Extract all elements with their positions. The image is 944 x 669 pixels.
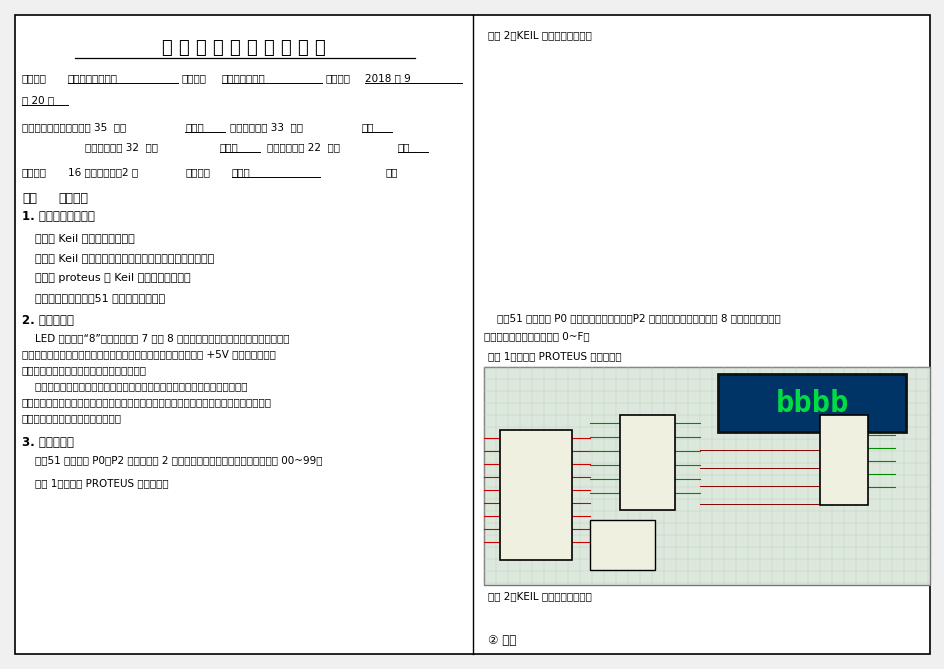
Text: 小组成员：成员一：学号 35  姓名: 小组成员：成员一：学号 35 姓名 [22, 122, 129, 132]
Text: 成员四：学号 22  姓名: 成员四：学号 22 姓名 [267, 142, 343, 152]
Text: 安 徽 新 华 学 院 实 验 报 告: 安 徽 新 华 学 院 实 验 报 告 [162, 39, 326, 57]
Text: 3. 实验内容：: 3. 实验内容： [22, 436, 74, 448]
Text: 吴立: 吴立 [397, 142, 410, 152]
Bar [499, 430, 571, 560]
Text: 光二极管板点亮，相应的段板显示。: 光二极管板点亮，相应的段板显示。 [22, 413, 122, 423]
Bar [589, 520, 654, 570]
Text: 截图 1：绘制的 PROTEUS 俼真电路图: 截图 1：绘制的 PROTEUS 俼真电路图 [487, 351, 621, 361]
Text: 实验日期: 实验日期 [325, 73, 349, 83]
Text: 一、: 一、 [22, 191, 37, 205]
Bar [819, 415, 868, 505]
Text: 16 计科（外包）2 班: 16 计科（外包）2 班 [68, 167, 138, 177]
Text: LED 数码管为“8”字型的，共计 7 段或 8 段，每一段对应一个发光二极管，有共阴: LED 数码管为“8”字型的，共计 7 段或 8 段，每一段对应一个发光二极管，… [22, 333, 289, 343]
Text: 管其中四个数码管同时显示 0~F。: 管其中四个数码管同时显示 0~F。 [483, 331, 589, 341]
Text: ⑶掌握 proteus 和 Keil 的联合调试方法。: ⑶掌握 proteus 和 Keil 的联合调试方法。 [35, 273, 191, 283]
Text: ⑷掌握将程序烧录到51 单片机中的方法。: ⑷掌握将程序烧录到51 单片机中的方法。 [35, 293, 165, 303]
Text: 张正: 张正 [362, 122, 374, 132]
Text: ⑴Ｓ51 单片机的 P0、P2 口分别连接 2 个数码管，编程实现让这个数码管显示 00~99。: ⑴Ｓ51 单片机的 P0、P2 口分别连接 2 个数码管，编程实现让这个数码管显… [22, 455, 322, 465]
Text: 截图 1：绘制的 PROTEUS 俼真电路图: 截图 1：绘制的 PROTEUS 俼真电路图 [35, 478, 168, 488]
Text: 赵重庆: 赵重庆 [185, 122, 204, 132]
Text: 实验名称: 实验名称 [182, 73, 207, 83]
Text: 截图 2：KEIL 中编写的程序指令: 截图 2：KEIL 中编写的程序指令 [487, 591, 591, 601]
Text: bbbb: bbbb [774, 389, 848, 417]
Text: 2018 年 9: 2018 年 9 [364, 73, 411, 83]
Text: 指导教师: 指导教师 [185, 167, 210, 177]
Text: 管的阴极连接在一起，通常次公共阴极接地。: 管的阴极连接在一起，通常次公共阴极接地。 [22, 365, 147, 375]
Text: 课程名称: 课程名称 [22, 73, 47, 83]
Text: 三成贩: 三成贩 [220, 142, 239, 152]
Text: 支先准: 支先准 [232, 167, 250, 177]
Text: 2. 实验原理：: 2. 实验原理： [22, 314, 74, 326]
Text: 亮，相应的段板显示；对于共阳极数码管来说，当某个发光二极管的阴极接低电平时，该发: 亮，相应的段板显示；对于共阳极数码管来说，当某个发光二极管的阴极接低电平时，该发 [22, 397, 272, 407]
Text: 实验内容: 实验内容 [58, 191, 88, 205]
Text: 实验班级: 实验班级 [22, 167, 47, 177]
Bar [717, 374, 905, 432]
Text: 成员三：学号 32  姓名: 成员三：学号 32 姓名 [85, 142, 161, 152]
Text: 对于共阴极数码管来说，当某个次光二极管的阳极为高电平时，发光二极管点: 对于共阴极数码管来说，当某个次光二极管的阳极为高电平时，发光二极管点 [22, 381, 247, 391]
Text: 1. 实验目的与要求：: 1. 实验目的与要求： [22, 211, 94, 223]
Text: ⑴熟悉 Keil 软件的工作界面。: ⑴熟悉 Keil 软件的工作界面。 [35, 233, 135, 243]
Text: 数码管显示实验: 数码管显示实验 [222, 73, 265, 83]
Text: 月 20 日: 月 20 日 [22, 95, 54, 105]
Bar [483, 367, 929, 585]
Text: 成员二：学号 33  姓名: 成员二：学号 33 姓名 [229, 122, 306, 132]
Text: 极和共阳极两种。共阴极数码管的阴极连接在一起，公共阴极接到 +5V 上；共阳极数码: 极和共阳极两种。共阴极数码管的阴极连接在一起，公共阴极接到 +5V 上；共阳极数… [22, 349, 276, 359]
Text: ⑵掌握 Keil 工程的建立方法和源程序的编译及调试方法。: ⑵掌握 Keil 工程的建立方法和源程序的编译及调试方法。 [35, 253, 214, 263]
Text: 截图 2：KEIL 中编写的程序指令: 截图 2：KEIL 中编写的程序指令 [487, 30, 591, 40]
Bar [619, 415, 674, 510]
Text: 单片机原理及应用: 单片机原理及应用 [68, 73, 118, 83]
Text: 得分: 得分 [384, 167, 397, 177]
Text: ⑵Ｓ51 单片机的 P0 口送出数码管的段码，P2 口进行位控制，编程实现 8 个动态连接的数码: ⑵Ｓ51 单片机的 P0 口送出数码管的段码，P2 口进行位控制，编程实现 8 … [483, 313, 780, 323]
Text: ② 数组: ② 数组 [487, 634, 515, 646]
